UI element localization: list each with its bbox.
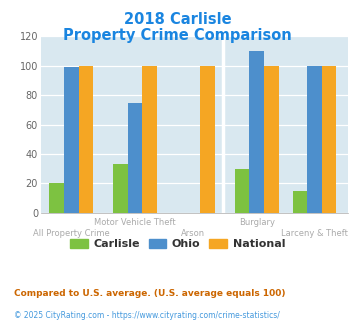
Bar [78,66,93,213]
Bar [322,66,336,213]
Text: Property Crime Comparison: Property Crime Comparison [63,28,292,43]
Text: Motor Vehicle Theft: Motor Vehicle Theft [94,218,176,227]
Text: Burglary: Burglary [239,218,275,227]
Text: 2018 Carlisle: 2018 Carlisle [124,12,231,26]
Bar [142,66,157,213]
Text: Larceny & Theft: Larceny & Theft [281,229,348,238]
Text: All Property Crime: All Property Crime [33,229,110,238]
Legend: Carlisle, Ohio, National: Carlisle, Ohio, National [65,234,290,253]
Bar [307,66,322,213]
Text: © 2025 CityRating.com - https://www.cityrating.com/crime-statistics/: © 2025 CityRating.com - https://www.city… [14,311,280,320]
Bar [64,67,78,213]
Bar [264,66,279,213]
Bar [49,183,64,213]
Bar [128,103,142,213]
Bar [113,164,128,213]
Bar [250,51,264,213]
Bar [200,66,215,213]
Text: Compared to U.S. average. (U.S. average equals 100): Compared to U.S. average. (U.S. average … [14,289,286,298]
Text: Arson: Arson [181,229,205,238]
Bar [235,169,250,213]
Bar [293,191,307,213]
